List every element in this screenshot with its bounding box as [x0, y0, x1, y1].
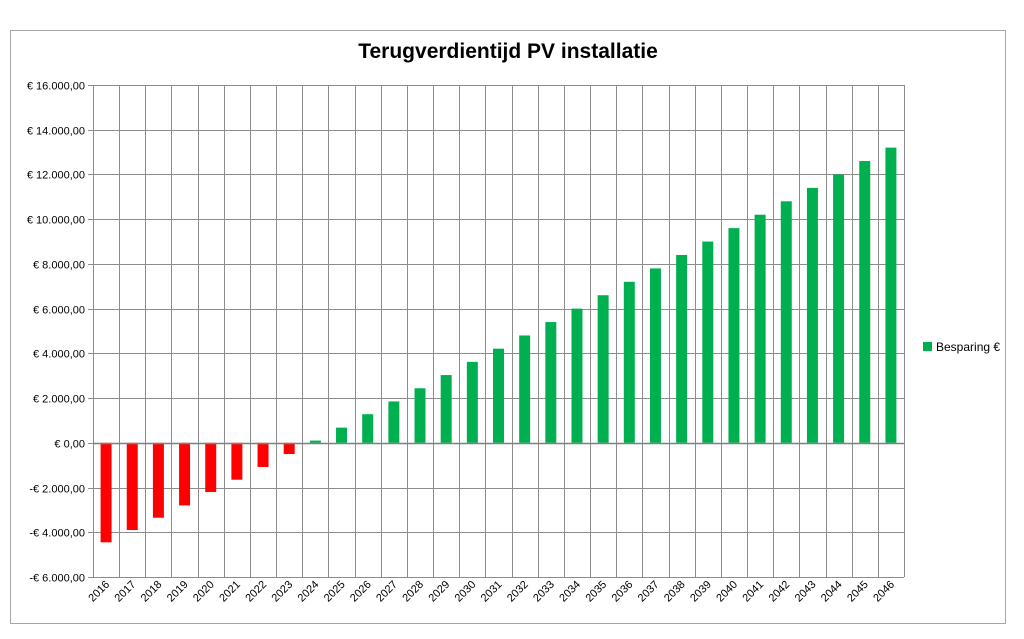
- bar: [100, 442, 112, 543]
- x-tick-label: 2016: [86, 579, 112, 605]
- y-tick-label: € 14.000,00: [27, 126, 85, 138]
- x-tick-label: 2042: [767, 579, 793, 605]
- bar: [388, 401, 400, 443]
- y-tick-label: -€ 4.000,00: [29, 528, 85, 540]
- x-tick-label: 2029: [427, 579, 453, 605]
- x-tick-label: 2034: [557, 579, 583, 605]
- y-tick-label: € 8.000,00: [33, 260, 85, 272]
- x-tick-label: 2021: [217, 579, 243, 605]
- x-tick-label: 2022: [243, 579, 269, 605]
- bar: [466, 361, 478, 443]
- y-tick-label: € 2.000,00: [33, 394, 85, 406]
- x-tick-label: 2020: [191, 579, 217, 605]
- x-tick-label: 2036: [610, 579, 636, 605]
- bar: [336, 427, 348, 443]
- bar: [885, 147, 897, 443]
- x-tick-label: 2028: [400, 579, 426, 605]
- bar: [702, 241, 714, 443]
- x-tick-label: 2041: [740, 579, 766, 605]
- y-tick-label: € 0,00: [54, 439, 85, 451]
- y-tick-labels: € 16.000,00 € 14.000,00 € 12.000,00 € 10.00…: [27, 81, 85, 585]
- x-tick-label: 2019: [165, 579, 191, 605]
- bar: [309, 440, 321, 443]
- bar: [676, 254, 688, 443]
- axes: [88, 85, 904, 578]
- bar: [623, 281, 635, 443]
- bar: [833, 174, 845, 443]
- y-tick-label: € 4.000,00: [33, 349, 85, 361]
- x-tick-label: 2025: [322, 579, 348, 605]
- bar: [179, 442, 191, 506]
- bar: [205, 442, 217, 493]
- y-tick-label: € 16.000,00: [27, 81, 85, 93]
- y-tick-label: € 6.000,00: [33, 305, 85, 317]
- x-tick-label: 2031: [479, 579, 505, 605]
- bar: [571, 308, 583, 443]
- x-tick-label: 2024: [296, 579, 322, 605]
- bar: [545, 322, 557, 443]
- x-tick-label: 2027: [374, 579, 400, 605]
- legend: Besparing €: [923, 340, 1000, 354]
- bars: [100, 147, 897, 543]
- bar: [519, 335, 531, 443]
- x-tick-label: 2030: [453, 579, 479, 605]
- y-tick-label: € 12.000,00: [27, 170, 85, 182]
- x-tick-label: 2038: [662, 579, 688, 605]
- x-tick-label: 2037: [636, 579, 662, 605]
- y-tick-label: € 10.000,00: [27, 215, 85, 227]
- x-tick-label: 2017: [113, 579, 139, 605]
- y-tick-label: -€ 2.000,00: [29, 484, 85, 496]
- x-tick-label: 2032: [505, 579, 531, 605]
- legend-label: Besparing €: [936, 340, 1000, 354]
- bar: [597, 295, 609, 443]
- bar: [649, 268, 661, 443]
- bar: [754, 214, 766, 443]
- x-tick-label: 2045: [845, 579, 871, 605]
- bar: [414, 388, 426, 443]
- bar: [806, 187, 818, 443]
- bar: [728, 228, 740, 443]
- bar: [362, 414, 374, 443]
- chart-title: Terugverdientijd PV installatie: [358, 40, 658, 63]
- x-tick-label: 2039: [688, 579, 714, 605]
- bar: [440, 375, 452, 443]
- bar: [859, 161, 871, 443]
- legend-marker: [923, 342, 932, 351]
- bar: [152, 442, 164, 518]
- x-tick-label: 2043: [793, 579, 819, 605]
- x-tick-label: 2023: [270, 579, 296, 605]
- bar: [231, 442, 243, 480]
- bar: [780, 201, 792, 443]
- bar: [126, 442, 138, 531]
- x-tick-label: 2026: [348, 579, 374, 605]
- bar: [257, 442, 269, 467]
- x-tick-label: 2040: [714, 579, 740, 605]
- bar: [493, 348, 504, 443]
- x-tick-label: 2035: [583, 579, 609, 605]
- bar: [283, 442, 295, 454]
- x-tick-label: 2018: [139, 579, 165, 605]
- x-tick-label: 2044: [819, 579, 845, 605]
- x-tick-label: 2033: [531, 579, 557, 605]
- y-tick-label: -€ 6.000,00: [29, 573, 85, 585]
- x-tick-label: 2046: [871, 579, 897, 605]
- x-tick-labels: 2016 2017 2018 2019 2020 2021 2022 2023 2024 2025…: [86, 579, 897, 605]
